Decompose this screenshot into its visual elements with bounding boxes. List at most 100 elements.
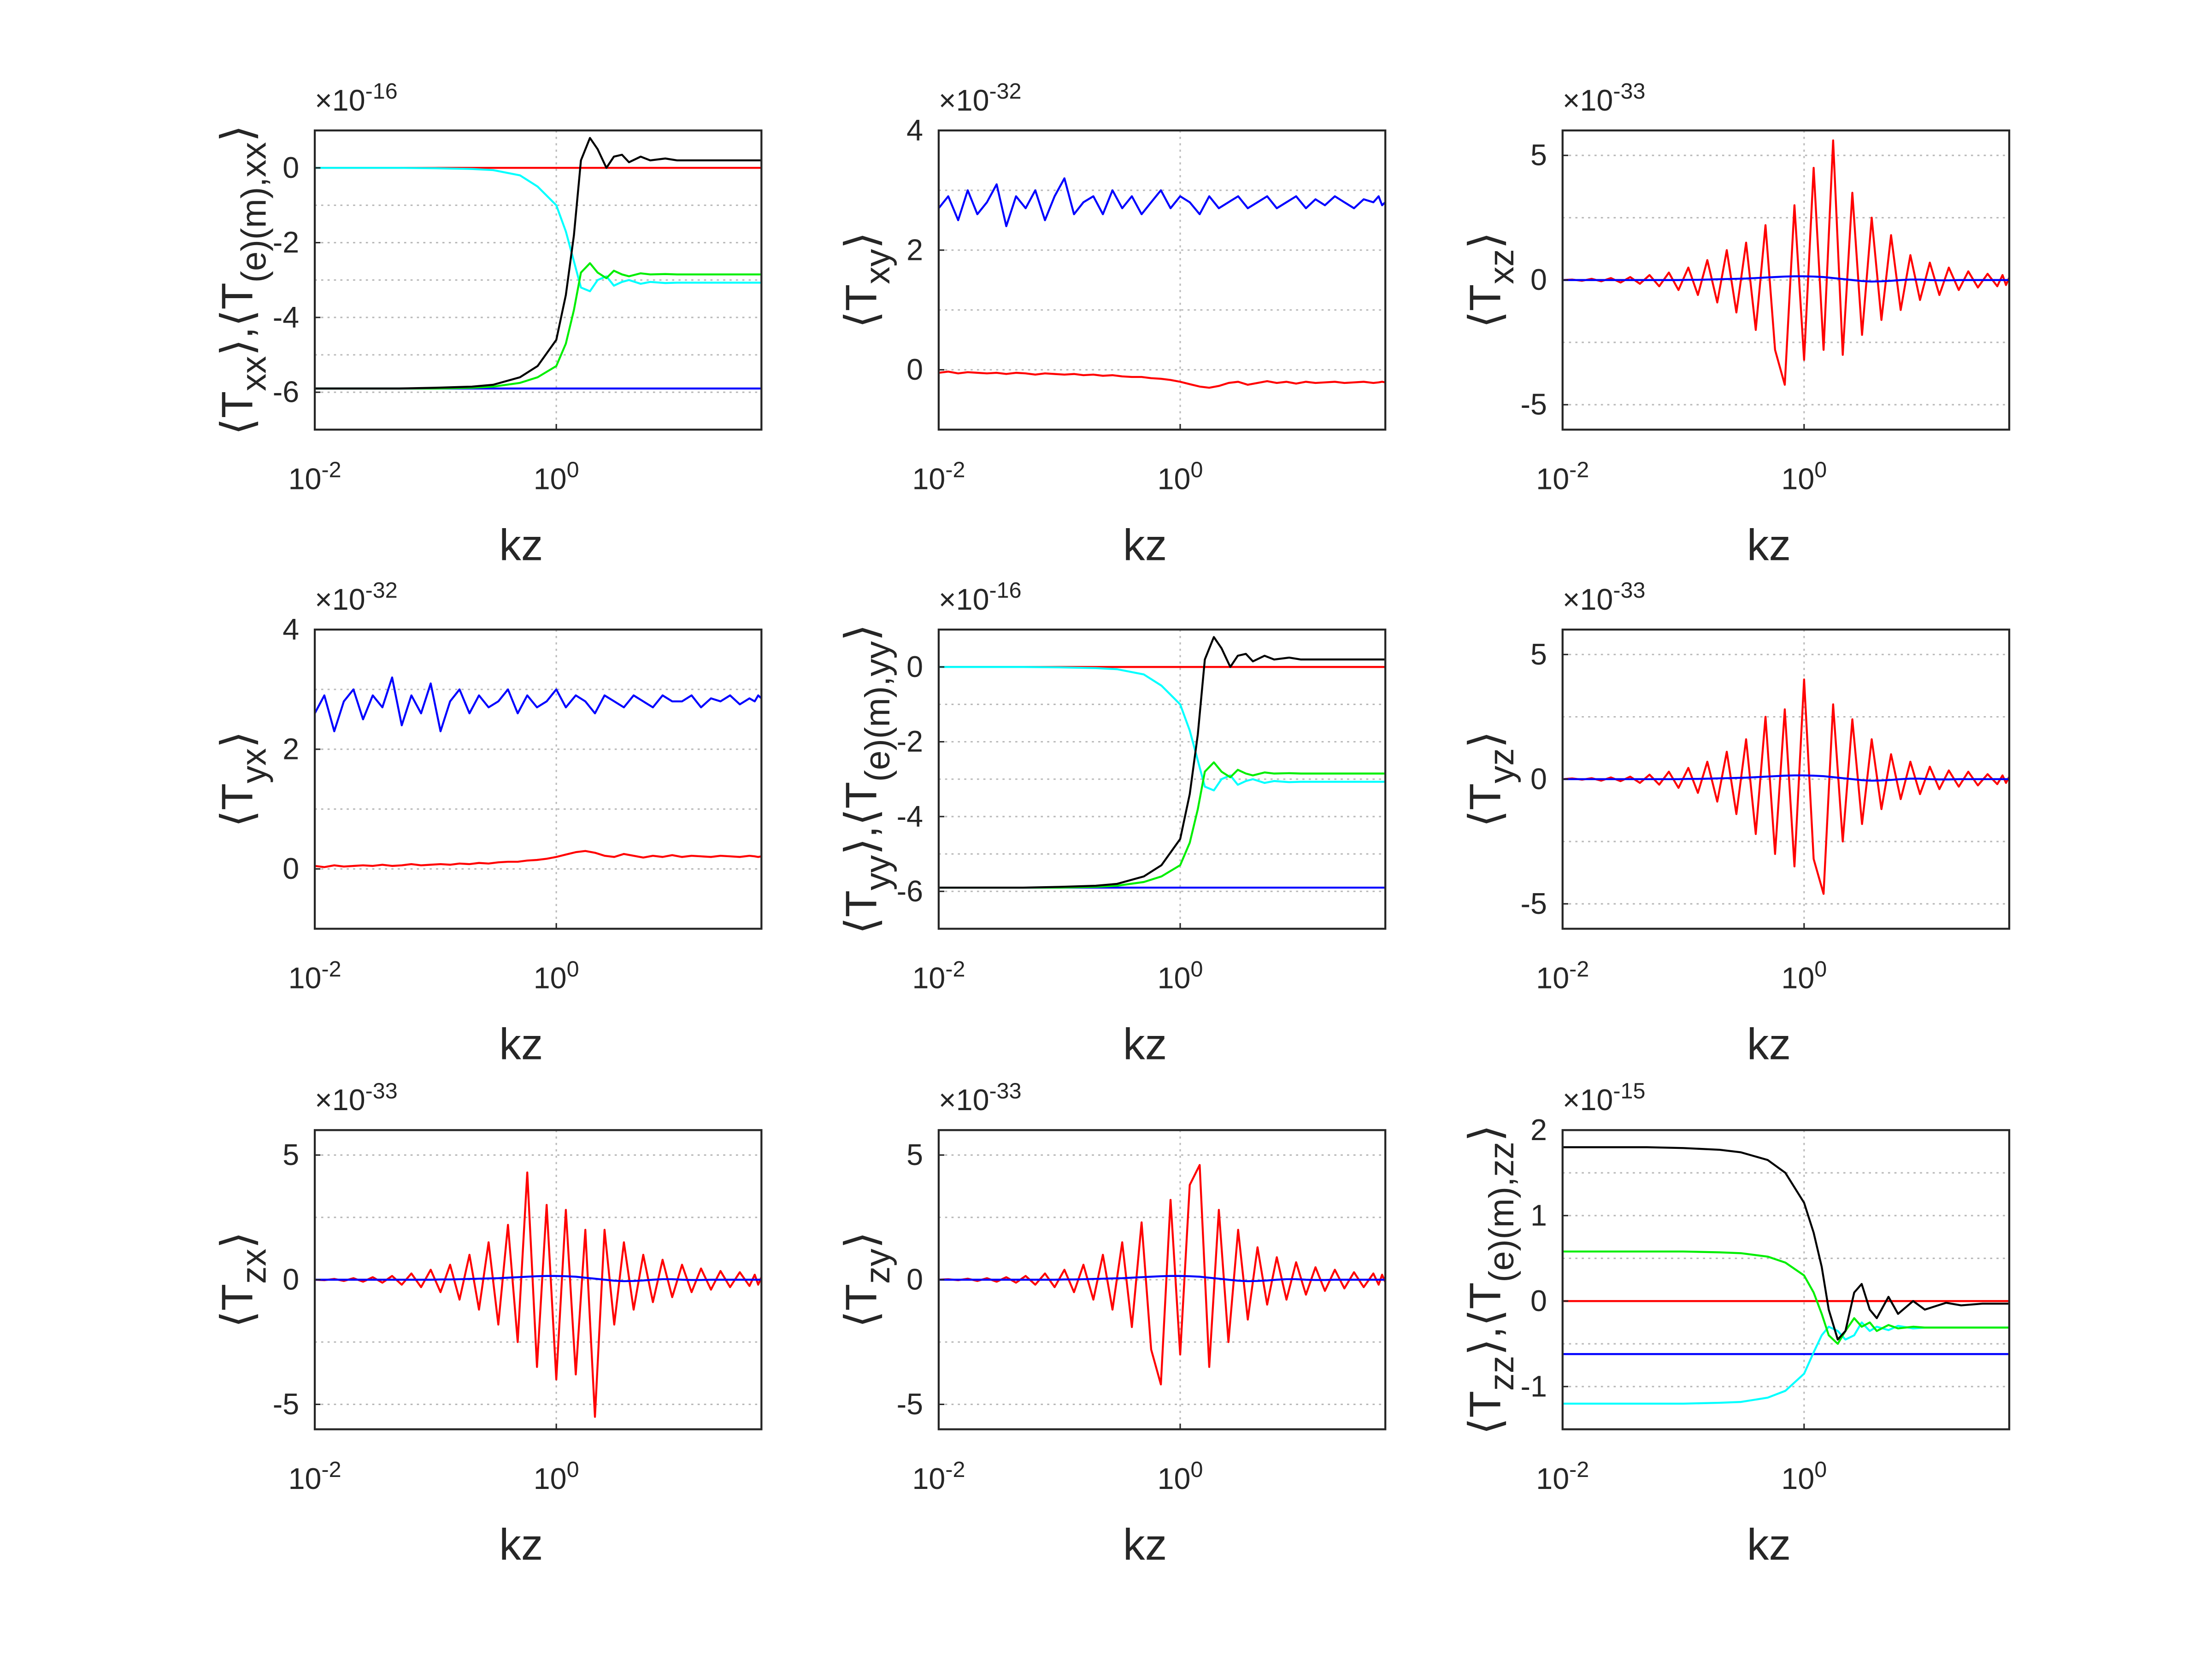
y-tick-label: -4 <box>273 300 299 334</box>
superscript: -2 <box>1569 1457 1589 1482</box>
superscript: -15 <box>1613 1078 1645 1103</box>
x-tick-label: 100 <box>1781 458 1827 496</box>
data-line <box>1562 275 2009 283</box>
x-tick-label: 10-2 <box>912 458 965 496</box>
superscript: 0 <box>567 1457 579 1482</box>
plot-background <box>1562 1130 2009 1430</box>
text-run: ×10 <box>1563 84 1613 117</box>
text-run: ⟨T <box>1461 1391 1510 1435</box>
x-tick-label: 100 <box>1781 1457 1827 1495</box>
y-tick-label: 5 <box>282 1138 299 1171</box>
x-axis-label: kz <box>499 521 543 570</box>
y-tick-label: 2 <box>906 233 923 266</box>
plot-background <box>315 629 762 929</box>
y-tick-label: -5 <box>897 1388 923 1421</box>
superscript: -32 <box>365 578 398 603</box>
y-tick-label: 5 <box>1530 139 1547 172</box>
superscript: 0 <box>1190 458 1203 482</box>
y-axis-label: ⟨Tzz​⟩,⟨T(e)(m),zz​⟩ <box>1461 1124 1521 1435</box>
x-axis-label: kz <box>1747 521 1791 570</box>
axis-multiplier: ×10-16 <box>315 79 398 117</box>
text-run: -5 <box>273 1388 299 1421</box>
text-run: 10 <box>1536 1462 1569 1495</box>
text-run: kz <box>499 1521 543 1570</box>
superscript: -33 <box>989 1078 1022 1103</box>
superscript: 0 <box>1190 1457 1203 1482</box>
subscript: zy <box>858 1249 897 1284</box>
text-run: -2 <box>273 226 299 259</box>
x-tick-label: 100 <box>534 1457 579 1495</box>
text-run: -6 <box>273 376 299 409</box>
axis-multiplier: ×10-33 <box>315 1078 398 1117</box>
data-line <box>938 371 1386 389</box>
text-run: 10 <box>288 463 322 496</box>
axis-multiplier: ×10-33 <box>1563 578 1646 616</box>
axes-frame <box>937 129 1387 431</box>
y-tick-label: -6 <box>897 875 923 908</box>
superscript: 0 <box>1814 957 1827 982</box>
data-line <box>315 1275 762 1282</box>
text-run: 10 <box>912 962 945 995</box>
text-run: kz <box>1123 1521 1167 1570</box>
text-run: 2 <box>282 732 299 765</box>
subscript: yz <box>1482 748 1521 783</box>
y-axis-label: ⟨Tyz​⟩ <box>1461 731 1521 827</box>
axis-multiplier: ×10-16 <box>939 578 1022 616</box>
text-run: 10 <box>1158 463 1191 496</box>
y-axis-label: ⟨Txy​⟩ <box>837 232 898 328</box>
superscript: 0 <box>1814 1457 1827 1482</box>
text-run: -5 <box>1520 887 1547 920</box>
text-run: 4 <box>906 114 923 147</box>
data-line <box>1562 774 2009 782</box>
subscript: xx <box>234 356 273 391</box>
axes-frame <box>1561 1129 2011 1430</box>
data-line <box>938 1164 1386 1386</box>
text-run: -5 <box>1520 388 1547 421</box>
text-run: 10 <box>534 463 567 496</box>
data-line <box>938 636 1386 889</box>
text-run: 5 <box>1530 139 1547 172</box>
data-line <box>315 1171 762 1418</box>
text-run: ⟩,⟨T <box>1461 1282 1510 1356</box>
data-line <box>315 676 762 733</box>
subscript: zz <box>1482 1356 1521 1391</box>
text-run: 10 <box>1781 463 1814 496</box>
text-run: ⟩ <box>837 624 886 641</box>
text-run: -4 <box>897 800 923 833</box>
text-run: 10 <box>1536 463 1569 496</box>
x-tick-label: 100 <box>534 458 579 496</box>
text-run: 0 <box>1530 762 1547 795</box>
text-run: 10 <box>1781 1462 1814 1495</box>
text-run: 0 <box>906 1263 923 1296</box>
data-line <box>938 177 1386 227</box>
x-axis-label: kz <box>1747 1020 1791 1069</box>
y-tick-label: -5 <box>1520 887 1547 920</box>
text-run: 10 <box>912 463 945 496</box>
subscript: xz <box>1482 249 1521 284</box>
text-run: 0 <box>906 353 923 386</box>
y-tick-label: -5 <box>273 1388 299 1421</box>
y-tick-label: 2 <box>1530 1113 1547 1147</box>
text-run: ⟨T <box>213 391 262 435</box>
text-run: ×10 <box>1563 1083 1613 1117</box>
text-run: 4 <box>282 613 299 646</box>
y-tick-label: 0 <box>282 1263 299 1296</box>
text-run: ⟨T <box>837 284 886 328</box>
text-run: ×10 <box>939 84 989 117</box>
y-axis-label: ⟨Tzx​⟩ <box>213 1231 274 1328</box>
y-tick-label: 0 <box>906 353 923 386</box>
x-axis-label: kz <box>1123 1020 1167 1069</box>
x-tick-label: 100 <box>534 957 579 995</box>
text-run: ⟨T <box>213 783 262 827</box>
x-axis-label: kz <box>499 1020 543 1069</box>
y-tick-label: 4 <box>282 613 299 646</box>
text-run: kz <box>1747 521 1791 570</box>
x-tick-label: 10-2 <box>912 1457 965 1495</box>
text-run: 0 <box>282 151 299 184</box>
data-line <box>315 262 762 390</box>
text-run: 10 <box>1781 962 1814 995</box>
superscript: -2 <box>321 458 341 482</box>
